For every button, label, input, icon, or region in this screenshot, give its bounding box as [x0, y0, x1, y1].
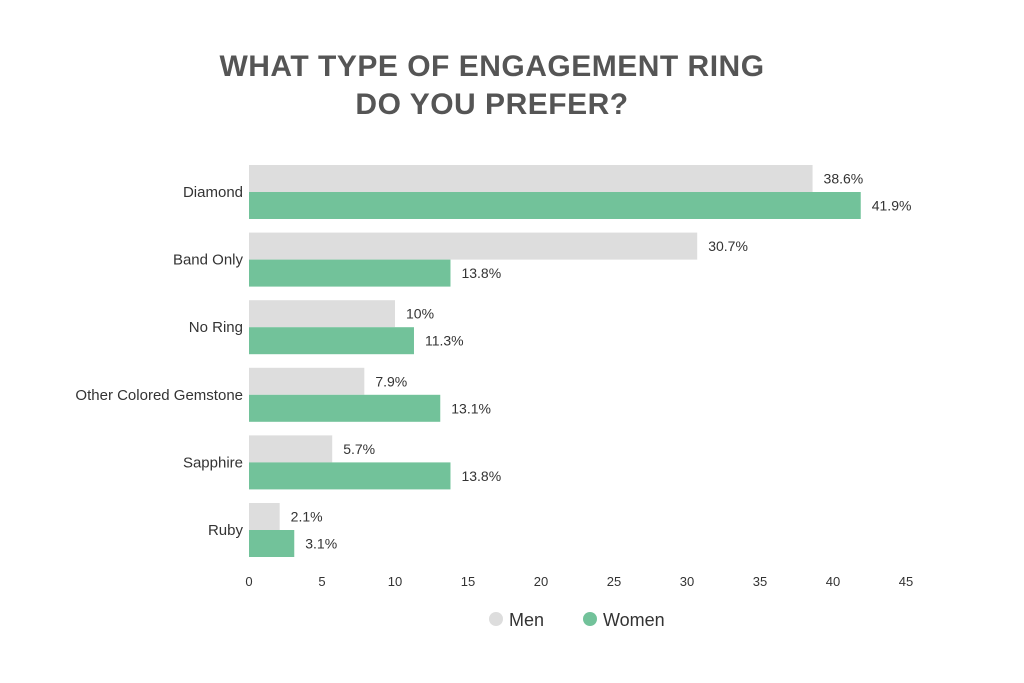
value-label: 41.9% [872, 198, 912, 214]
x-tick-label: 40 [826, 574, 840, 589]
legend: Men Women [489, 610, 665, 630]
x-tick-label: 30 [680, 574, 694, 589]
category-label: Band Only [173, 252, 244, 269]
bar-men-band-only [249, 232, 698, 260]
legend-label-men: Men [509, 610, 544, 630]
category-label: Other Colored Gemstone [75, 387, 243, 404]
value-label: 5.7% [343, 441, 375, 457]
x-tick-label: 15 [461, 574, 475, 589]
x-tick-label: 10 [388, 574, 402, 589]
bars: 38.6% 41.9% 30.7% 13.8% 10% 11.3% 7.9% 13.1% 5.7… [249, 165, 911, 557]
value-label: 2.1% [291, 509, 323, 525]
legend-label-women: Women [603, 610, 665, 630]
bar-women-diamond [249, 192, 861, 219]
category-labels: Diamond Band Only No Ring Other Colored Gem… [75, 184, 243, 539]
value-label: 38.6% [824, 171, 864, 187]
bar-men-diamond [249, 165, 813, 192]
category-label: No Ring [189, 319, 243, 336]
bar-women-ruby [249, 530, 295, 557]
bar-men-sapphire [249, 435, 333, 463]
value-label: 30.7% [708, 238, 748, 254]
bar-women-sapphire [249, 462, 451, 490]
x-tick-label: 25 [607, 574, 621, 589]
legend-marker-women [583, 612, 597, 626]
x-tick-label: 35 [753, 574, 767, 589]
legend-marker-men [489, 612, 503, 626]
bar-women-other-colored-gemstone [249, 394, 441, 422]
x-tick-label: 5 [318, 574, 325, 589]
value-label: 13.1% [451, 400, 491, 416]
bar-men-no-ring [249, 300, 395, 328]
value-label: 13.8% [461, 265, 501, 281]
bar-men-ruby [249, 503, 280, 530]
value-label: 7.9% [375, 373, 407, 389]
chart-title: WHAT TYPE OF ENGAGEMENT RING DO YOU PREFE… [219, 50, 764, 121]
x-tick-label: 20 [534, 574, 548, 589]
bar-men-other-colored-gemstone [249, 367, 365, 395]
bar-women-no-ring [249, 327, 414, 355]
chart-title-line: WHAT TYPE OF ENGAGEMENT RING [219, 50, 764, 83]
x-tick-label: 0 [245, 574, 252, 589]
value-label: 10% [406, 306, 434, 322]
x-axis: 0 5 10 15 20 25 30 35 40 45 [245, 574, 913, 589]
value-label: 3.1% [305, 536, 337, 552]
value-label: 13.8% [461, 468, 501, 484]
category-label: Ruby [208, 522, 244, 539]
chart-title-line: DO YOU PREFER? [355, 88, 628, 121]
category-label: Diamond [183, 184, 243, 201]
category-label: Sapphire [183, 454, 243, 471]
bar-women-band-only [249, 259, 451, 287]
value-label: 11.3% [425, 333, 464, 349]
x-tick-label: 45 [899, 574, 913, 589]
